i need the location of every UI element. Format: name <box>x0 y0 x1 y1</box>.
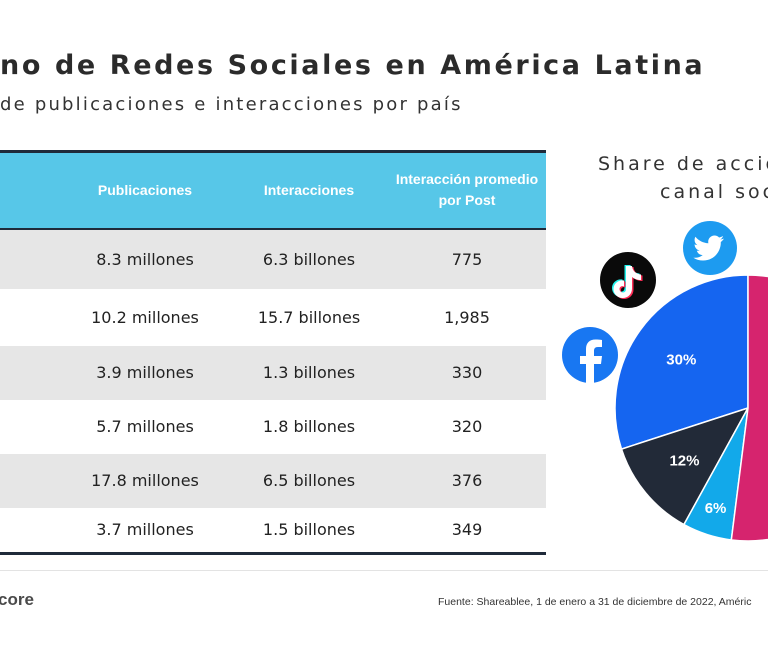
interactions-cell: 6.3 billones <box>262 249 356 269</box>
pie-title-line-1: Share de accio <box>598 153 768 175</box>
avg-cell: 320 <box>451 417 483 436</box>
pie-label-twitter: 6% <box>705 500 727 517</box>
footer-logo: core <box>0 590 34 609</box>
interactions-cell: 1.3 billones <box>262 363 356 382</box>
pie-slice-tiktok <box>620 406 750 526</box>
posts-cell: 8.3 millones <box>96 249 194 269</box>
avg-cell: 330 <box>451 363 483 382</box>
pie-slice-instagram <box>730 274 768 542</box>
posts-cell: 17.8 millones <box>91 471 199 490</box>
interactions-cell: 1.8 billones <box>262 417 356 436</box>
footer-source: Fuente: Shareablee, 1 de enero a 31 de d… <box>438 596 752 608</box>
tiktok-icon <box>600 252 656 308</box>
pie-label-facebook: 30% <box>666 352 696 369</box>
table-row: l 10.2 millones 15.7 billones 1,985 <box>0 289 546 346</box>
table-header-row: Publicaciones Interacciones Interacción … <box>0 151 546 229</box>
footer-divider <box>0 570 768 571</box>
table-row: bia 5.7 millones 1.8 billones 320 <box>0 400 546 454</box>
pie-slice-facebook <box>614 274 749 451</box>
page-subtitle: de publicaciones e interacciones por paí… <box>0 94 463 115</box>
posts-cell: 3.9 millones <box>96 363 194 382</box>
facebook-icon <box>562 327 618 383</box>
page-title: no de Redes Sociales en América Latina <box>0 50 706 81</box>
table-row: o 17.8 millones 6.5 billones 376 <box>0 453 546 508</box>
pie-title: Share de accio canal soc <box>598 150 768 206</box>
country-table: Publicaciones Interacciones Interacción … <box>0 150 546 555</box>
interactions-cell: 1.5 billones <box>262 520 356 540</box>
posts-cell: 10.2 millones <box>91 307 199 327</box>
pie-title-line-2: canal soc <box>660 181 768 203</box>
posts-cell: 5.7 millones <box>96 417 194 436</box>
header-interacciones: Interacciones <box>263 181 355 198</box>
avg-cell: 349 <box>451 520 483 540</box>
table-row: 3.7 millones 1.5 billones 349 <box>0 508 546 554</box>
twitter-icon <box>683 221 737 275</box>
table-row: e 3.9 millones 1.3 billones 330 <box>0 345 546 400</box>
interactions-cell: 15.7 billones <box>257 307 361 327</box>
pie-label-tiktok: 12% <box>669 453 699 470</box>
header-publicaciones: Publicaciones <box>97 181 193 198</box>
avg-cell: 1,985 <box>444 307 490 327</box>
posts-cell: 3.7 millones <box>96 520 194 540</box>
table-row: ina 8.3 millones 6.3 billones 775 <box>0 228 546 289</box>
header-interaccion-promedio: Interacción promedio por Post <box>395 171 539 209</box>
interactions-cell: 6.5 billones <box>262 471 356 490</box>
avg-cell: 775 <box>451 249 483 269</box>
avg-cell: 376 <box>451 471 483 490</box>
